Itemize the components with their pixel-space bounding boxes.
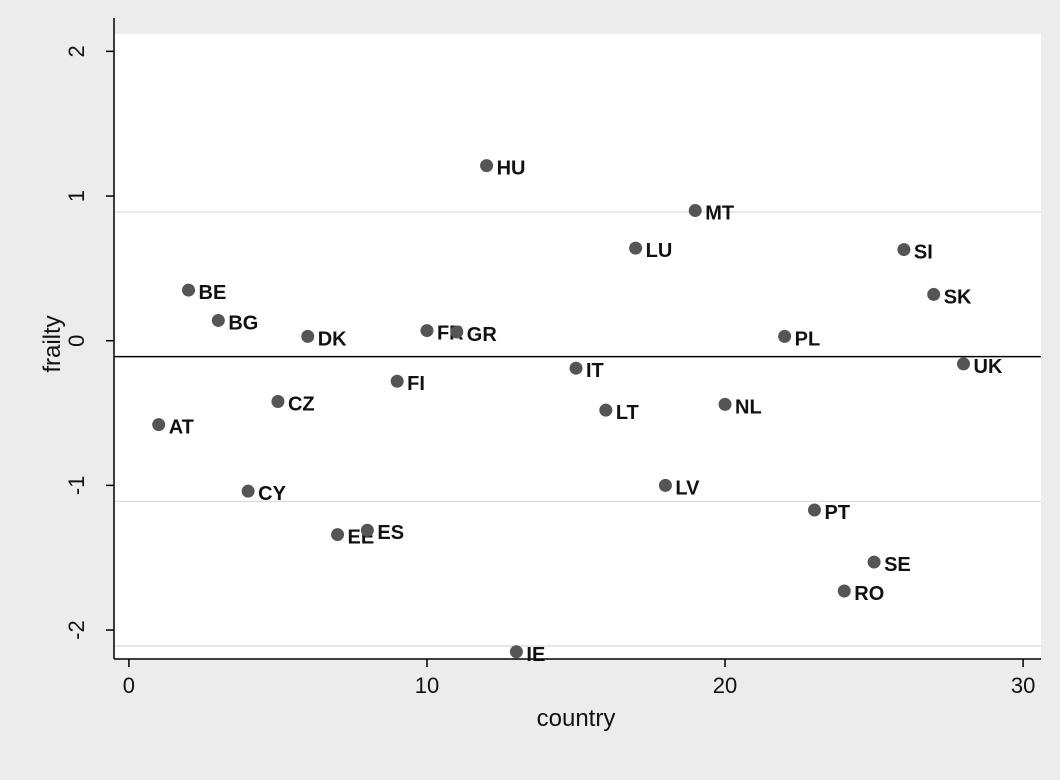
data-point bbox=[211, 313, 225, 327]
point-label: BG bbox=[228, 312, 258, 334]
point-label: GR bbox=[467, 324, 498, 346]
data-point bbox=[599, 403, 613, 417]
x-axis-ticks: 0 10 20 30 bbox=[123, 659, 1035, 698]
data-point bbox=[241, 484, 255, 498]
y-tick-label: 0 bbox=[64, 335, 89, 347]
data-point bbox=[480, 159, 494, 173]
data-point bbox=[688, 204, 702, 218]
point-label: CY bbox=[258, 483, 286, 505]
data-point bbox=[927, 287, 941, 301]
data-point bbox=[837, 584, 851, 598]
point-label: SI bbox=[914, 242, 933, 264]
x-axis-title: country bbox=[537, 705, 616, 732]
data-point bbox=[182, 283, 196, 297]
data-point bbox=[331, 528, 345, 542]
data-point bbox=[718, 397, 732, 411]
point-label: ES bbox=[377, 522, 404, 544]
point-label: NL bbox=[735, 396, 762, 418]
reference-lines bbox=[114, 211, 1041, 647]
y-tick-label: -1 bbox=[64, 476, 89, 496]
data-point bbox=[778, 329, 792, 343]
point-label: IT bbox=[586, 360, 604, 382]
data-point bbox=[629, 241, 643, 255]
y-axis-ticks: -2 -1 0 1 2 bbox=[64, 45, 114, 640]
x-tick-label: 30 bbox=[1011, 673, 1035, 698]
data-point bbox=[867, 555, 881, 569]
point-label: SK bbox=[944, 286, 972, 308]
point-label: LU bbox=[646, 240, 673, 262]
x-tick-label: 0 bbox=[123, 673, 135, 698]
point-label: HU bbox=[497, 158, 526, 180]
data-point bbox=[957, 357, 971, 371]
point-label: PL bbox=[795, 328, 821, 350]
data-point bbox=[450, 325, 464, 339]
y-tick-label: 2 bbox=[64, 45, 89, 57]
data-point bbox=[658, 478, 672, 492]
point-label: LT bbox=[616, 402, 639, 424]
data-point bbox=[897, 243, 911, 257]
point-label: RO bbox=[854, 583, 884, 605]
x-tick-label: 20 bbox=[713, 673, 737, 698]
data-point bbox=[301, 329, 315, 343]
plot-area bbox=[114, 34, 1041, 659]
point-label: AT bbox=[169, 417, 194, 439]
data-point bbox=[271, 394, 285, 408]
data-point bbox=[509, 645, 523, 659]
point-label: BE bbox=[199, 282, 227, 304]
point-label: UK bbox=[974, 356, 1003, 378]
point-label: CZ bbox=[288, 393, 315, 415]
point-label: LV bbox=[675, 477, 700, 499]
data-point bbox=[807, 503, 821, 517]
data-point bbox=[390, 374, 404, 388]
point-label: PT bbox=[824, 502, 850, 524]
x-tick-label: 10 bbox=[415, 673, 439, 698]
data-point bbox=[360, 523, 374, 537]
point-label: IE bbox=[526, 644, 545, 666]
y-tick-label: -2 bbox=[64, 620, 89, 640]
y-tick-label: 1 bbox=[64, 190, 89, 202]
point-label: DK bbox=[318, 328, 347, 350]
data-point bbox=[152, 418, 166, 432]
point-label: FI bbox=[407, 373, 425, 395]
point-label: SE bbox=[884, 554, 911, 576]
data-point bbox=[569, 361, 583, 375]
point-label: MT bbox=[705, 203, 734, 225]
y-axis-title: frailty bbox=[39, 315, 66, 372]
data-point bbox=[420, 324, 434, 338]
